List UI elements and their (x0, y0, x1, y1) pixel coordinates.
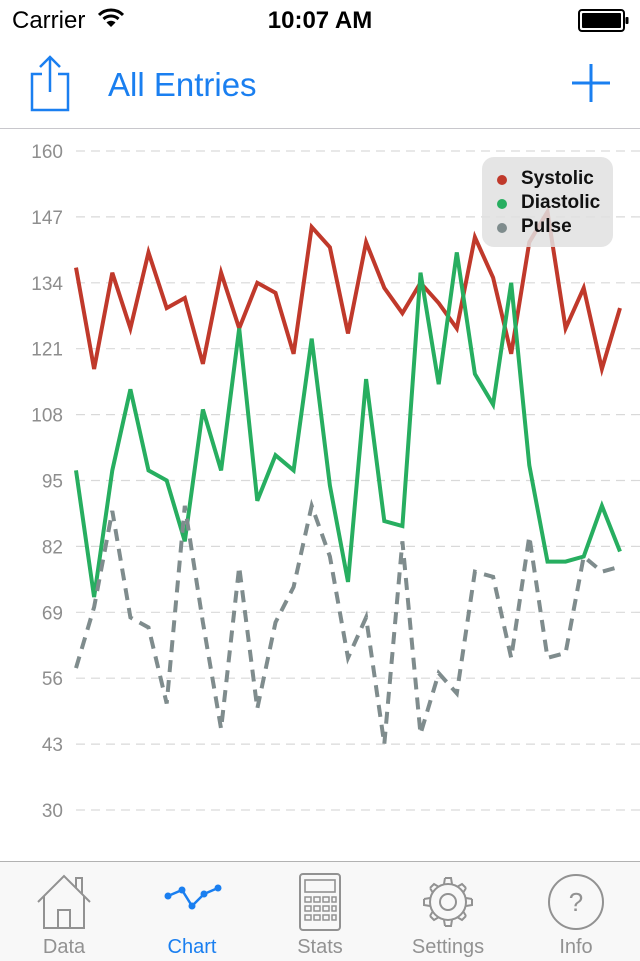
tab-label-settings: Settings (411, 936, 485, 958)
plus-icon (572, 64, 610, 102)
y-tick-label: 30 (42, 801, 63, 822)
tab-chart[interactable]: Chart (128, 862, 256, 961)
y-tick-label: 82 (42, 537, 63, 558)
tab-bar: Data Chart Stats (0, 861, 640, 961)
gear-icon (423, 877, 473, 927)
y-tick-label: 95 (42, 472, 63, 493)
status-time: 10:07 AM (267, 7, 373, 34)
tab-info[interactable]: ? Info (512, 862, 640, 961)
share-button[interactable] (26, 54, 74, 112)
carrier-label: Carrier (12, 7, 86, 34)
tab-settings[interactable]: Settings (384, 862, 512, 961)
tab-label-info: Info (559, 936, 593, 958)
y-tick-label: 121 (31, 340, 63, 361)
calculator-icon (299, 873, 341, 931)
svg-text:?: ? (569, 887, 583, 917)
y-tick-label: 160 (31, 142, 63, 163)
systolic-dot-icon (497, 175, 507, 185)
legend-label-diastolic: Diastolic (521, 192, 601, 213)
y-tick-label: 108 (31, 406, 63, 427)
tab-label-data: Data (42, 936, 86, 958)
y-tick-label: 69 (42, 603, 63, 624)
battery-icon (578, 9, 630, 38)
chart-icon (164, 884, 222, 910)
tab-label-chart: Chart (167, 936, 217, 958)
question-circle-icon: ? (548, 874, 604, 930)
tab-stats[interactable]: Stats (256, 862, 384, 961)
share-icon (30, 55, 70, 112)
pulse-dot-icon (497, 223, 507, 233)
navigation-bar: All Entries (0, 40, 640, 129)
series-line-pulse (74, 498, 621, 745)
legend-label-pulse: Pulse (521, 216, 572, 237)
chart-legend: Systolic Diastolic Pulse (482, 157, 613, 247)
add-entry-button[interactable] (570, 62, 612, 104)
y-tick-label: 43 (42, 735, 63, 756)
tab-data[interactable]: Data (0, 862, 128, 961)
diastolic-dot-icon (497, 199, 507, 209)
series-line-diastolic (74, 252, 622, 598)
house-icon (37, 874, 91, 929)
y-tick-label: 56 (42, 669, 63, 690)
y-tick-label: 147 (31, 208, 63, 229)
legend-label-systolic: Systolic (521, 168, 594, 189)
y-tick-label: 134 (31, 274, 63, 295)
status-bar: Carrier 10:07 AM (0, 0, 640, 40)
tab-label-stats: Stats (297, 936, 343, 958)
wifi-icon (97, 8, 125, 33)
all-entries-title[interactable]: All Entries (108, 66, 257, 103)
